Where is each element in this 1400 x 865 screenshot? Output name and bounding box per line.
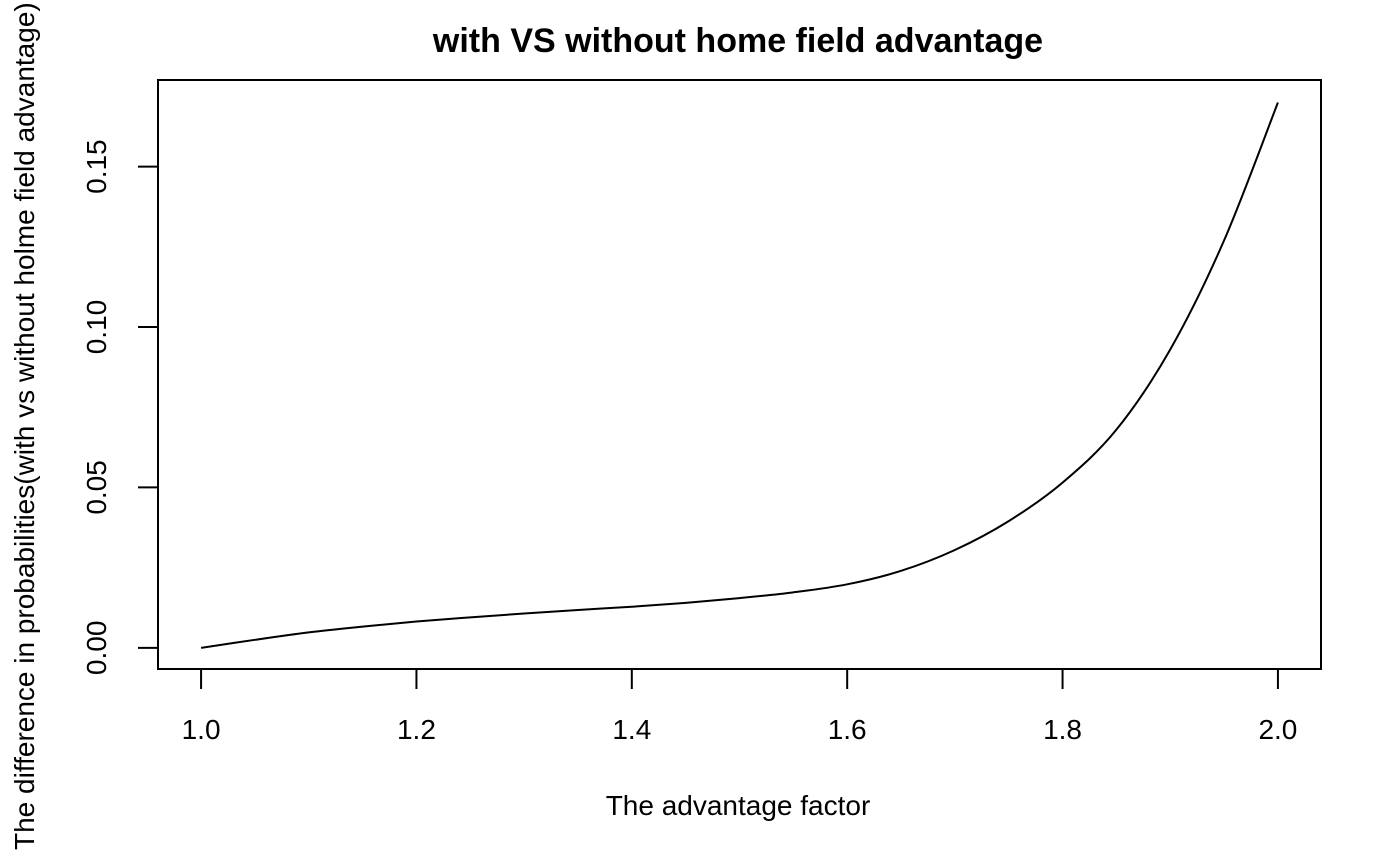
y-axis-label: The difference in probabilities(with vs … — [9, 2, 40, 850]
x-tick-label: 2.0 — [1258, 714, 1297, 745]
x-tick-label: 1.8 — [1043, 714, 1082, 745]
x-tick-label: 1.2 — [397, 714, 436, 745]
x-tick-label: 1.4 — [612, 714, 651, 745]
y-tick-label: 0.00 — [81, 621, 112, 676]
series-line — [200, 102, 1279, 649]
y-axis: 0.00 0.05 0.10 0.15 — [81, 139, 159, 676]
series-layer — [200, 102, 1279, 649]
x-tick-label: 1.0 — [182, 714, 221, 745]
y-tick-label: 0.15 — [81, 139, 112, 194]
y-tick-label: 0.05 — [81, 460, 112, 514]
x-axis-label: The advantage factor — [606, 790, 871, 821]
chart-title: with VS without home field advantage — [432, 22, 1043, 60]
y-tick-label: 0.10 — [81, 300, 112, 355]
x-tick-label: 1.6 — [828, 714, 867, 745]
plot-frame — [157, 79, 1322, 670]
x-axis: 1.0 1.2 1.4 1.6 1.8 2.0 — [182, 668, 1297, 745]
